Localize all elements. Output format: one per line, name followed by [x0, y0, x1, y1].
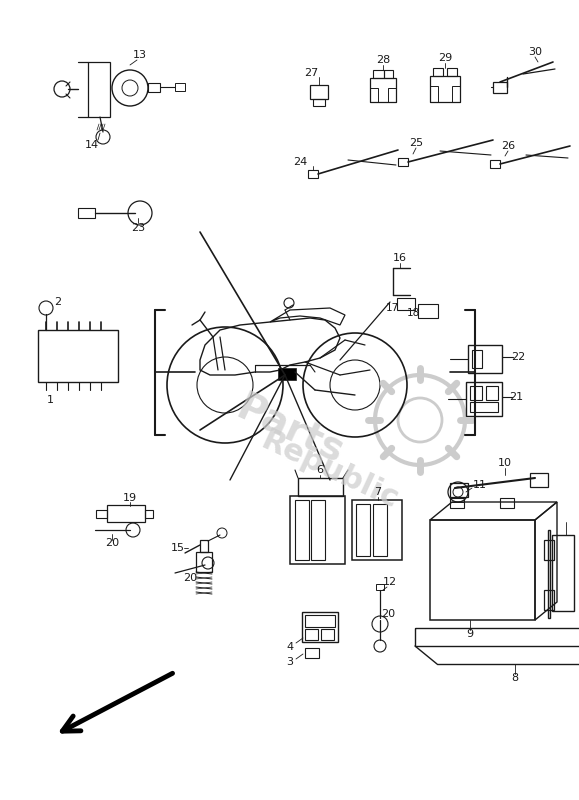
Bar — [310, 85, 328, 99]
Bar — [450, 498, 464, 508]
Text: 25: 25 — [409, 138, 423, 148]
Text: 24: 24 — [293, 157, 307, 167]
Text: 13: 13 — [133, 50, 147, 60]
Bar — [544, 540, 554, 560]
Bar — [468, 345, 502, 373]
Bar — [430, 86, 438, 102]
Bar — [96, 510, 107, 518]
Bar — [370, 88, 378, 102]
Text: 7: 7 — [375, 487, 382, 497]
Text: 19: 19 — [123, 493, 137, 503]
Bar — [145, 510, 153, 518]
Bar — [278, 368, 296, 380]
Bar — [298, 478, 343, 496]
Text: 1: 1 — [46, 395, 53, 405]
Bar — [311, 500, 325, 560]
Bar — [548, 530, 550, 618]
Text: 18: 18 — [406, 308, 420, 318]
Bar — [78, 208, 95, 218]
Bar — [313, 99, 325, 106]
Text: 14: 14 — [85, 140, 99, 150]
Text: 20: 20 — [105, 538, 119, 548]
Bar — [452, 86, 460, 102]
Bar — [415, 628, 579, 646]
Bar — [175, 83, 185, 91]
Bar — [500, 498, 514, 508]
Text: 22: 22 — [511, 352, 525, 362]
Bar — [373, 70, 384, 78]
Text: 10: 10 — [498, 458, 512, 468]
Text: 29: 29 — [438, 53, 452, 63]
Text: 28: 28 — [376, 55, 390, 65]
Text: 2: 2 — [54, 297, 61, 307]
Bar — [38, 330, 118, 382]
Bar — [356, 504, 370, 556]
Bar — [196, 552, 212, 572]
Bar — [107, 505, 145, 522]
Bar — [352, 500, 402, 560]
Text: 6: 6 — [317, 465, 324, 475]
Bar — [88, 62, 110, 117]
Bar — [302, 612, 338, 642]
Bar — [493, 82, 507, 93]
Bar — [148, 83, 160, 92]
Text: 17: 17 — [386, 303, 398, 313]
Bar — [305, 648, 319, 658]
Text: 3: 3 — [287, 657, 294, 667]
Text: 4: 4 — [287, 642, 294, 652]
Text: 12: 12 — [383, 577, 397, 587]
Text: 26: 26 — [501, 141, 515, 151]
Bar — [295, 500, 309, 560]
Text: Republic: Republic — [256, 426, 404, 514]
Bar — [430, 76, 460, 102]
Bar — [486, 386, 498, 400]
Text: 16: 16 — [393, 253, 407, 263]
Text: 23: 23 — [131, 223, 145, 233]
Text: 20: 20 — [183, 573, 197, 583]
Text: 9: 9 — [467, 629, 474, 639]
Bar — [490, 160, 500, 168]
Bar — [470, 402, 498, 412]
Text: 8: 8 — [511, 673, 519, 683]
Bar — [430, 520, 535, 620]
Bar — [308, 170, 318, 178]
Bar — [388, 88, 396, 102]
Bar — [530, 473, 548, 487]
Bar — [370, 78, 396, 102]
Text: 30: 30 — [528, 47, 542, 57]
Bar — [544, 590, 554, 610]
Bar — [305, 615, 335, 627]
Bar — [305, 629, 318, 640]
Text: 27: 27 — [304, 68, 318, 78]
Bar — [450, 483, 468, 497]
Bar — [373, 504, 387, 556]
Bar — [398, 158, 408, 166]
Bar — [466, 382, 502, 416]
Bar — [470, 386, 482, 400]
Text: 20: 20 — [381, 609, 395, 619]
Text: 11: 11 — [473, 480, 487, 490]
Bar — [384, 70, 393, 78]
Bar — [376, 584, 384, 590]
Bar — [290, 496, 345, 564]
Bar — [418, 304, 438, 318]
Bar — [472, 350, 482, 368]
Text: 15: 15 — [171, 543, 185, 553]
Bar — [397, 298, 415, 310]
Text: Parts: Parts — [230, 389, 350, 471]
Bar — [433, 68, 443, 76]
Bar — [321, 629, 334, 640]
Bar — [552, 535, 574, 611]
Bar — [200, 540, 208, 552]
Text: 21: 21 — [509, 392, 523, 402]
Bar — [447, 68, 457, 76]
